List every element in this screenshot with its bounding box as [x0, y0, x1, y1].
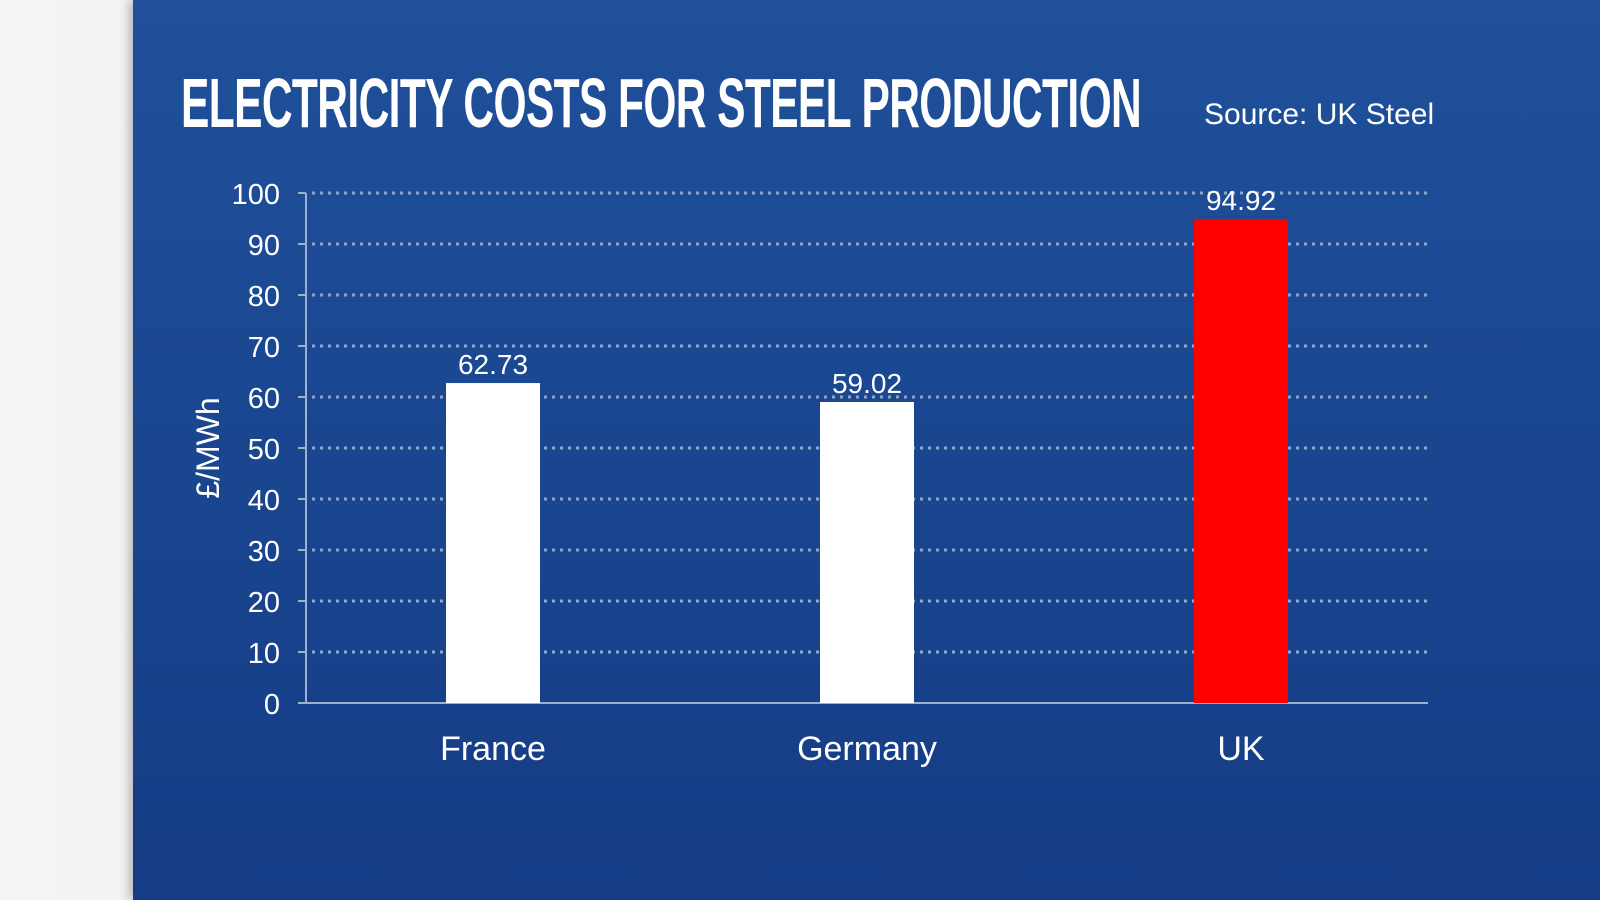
- bar-uk: [1194, 218, 1288, 703]
- y-tick-label: 100: [232, 179, 280, 211]
- y-axis-label: £/MWh: [190, 397, 226, 498]
- y-tick-label: 40: [248, 485, 280, 517]
- bar-germany: [820, 401, 914, 703]
- x-tick-label: France: [440, 730, 546, 768]
- source-label: Source: UK Steel: [1204, 98, 1435, 131]
- y-tick-label: 90: [248, 230, 280, 262]
- y-tick-label: 70: [248, 332, 280, 364]
- chart-title: ELECTRICITY COSTS FOR STEEL PRODUCTION: [181, 64, 1142, 142]
- x-tick-label: Germany: [797, 730, 937, 768]
- data-label: 62.73: [458, 349, 528, 380]
- y-tick-label: 10: [248, 638, 280, 670]
- y-tick-label: 80: [248, 281, 280, 313]
- y-tick-label: 0: [264, 689, 280, 721]
- x-tick-label: UK: [1217, 730, 1265, 768]
- bar-france: [446, 383, 540, 703]
- y-tick-label: 50: [248, 434, 280, 466]
- y-tick-label: 60: [248, 383, 280, 415]
- data-label: 94.92: [1206, 185, 1276, 216]
- y-tick-label: 20: [248, 587, 280, 619]
- data-label: 59.02: [832, 368, 902, 399]
- bars: 62.73 France 59.02 Germany 94.92 UK: [440, 185, 1288, 768]
- y-tick-label: 30: [248, 536, 280, 568]
